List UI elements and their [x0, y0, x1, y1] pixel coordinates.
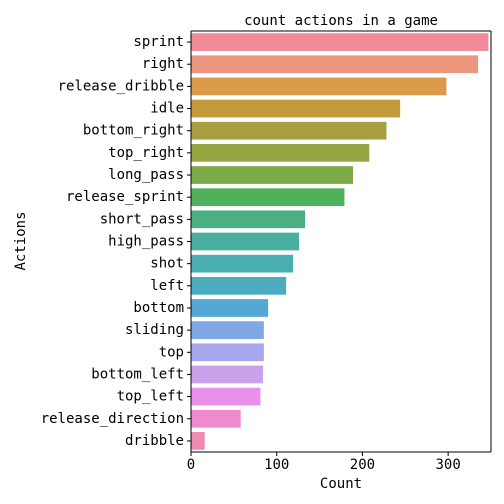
bar-shot — [191, 254, 293, 273]
bar-release-sprint — [191, 188, 345, 207]
bar-top — [191, 343, 264, 362]
chart-title: count actions in a game — [244, 13, 438, 29]
y-tick-label: top_left — [117, 389, 184, 405]
y-tick-label: sprint — [133, 34, 184, 50]
y-tick-label: left — [150, 278, 184, 294]
bar-top-right — [191, 144, 370, 162]
y-tick-label: dribble — [125, 433, 184, 449]
bar-release-direction — [191, 409, 241, 428]
bar-bottom — [191, 299, 269, 317]
bar-bottom-right — [191, 121, 387, 140]
bar-right — [191, 55, 479, 74]
x-tick-label: 200 — [350, 457, 375, 473]
y-tick-label: idle — [150, 101, 184, 117]
bar-sliding — [191, 321, 264, 339]
y-tick-label: shot — [150, 256, 184, 272]
y-tick-label: release_sprint — [66, 189, 184, 205]
x-axis: 0 100 200 300 — [187, 452, 461, 473]
x-tick-label: 0 — [187, 457, 195, 473]
y-tick-label: bottom_right — [83, 123, 184, 139]
y-axis-title: Actions — [13, 211, 29, 270]
y-tick-label: right — [142, 56, 184, 72]
y-tick-label: release_dribble — [58, 78, 184, 94]
bars-group — [191, 33, 489, 450]
bar-left — [191, 276, 287, 295]
bar-high-pass — [191, 232, 299, 251]
bar-top-left — [191, 387, 261, 406]
y-tick-label: high_pass — [108, 234, 184, 250]
x-tick-label: 300 — [435, 457, 460, 473]
y-tick-label: bottom — [133, 300, 184, 316]
bar-dribble — [191, 432, 205, 450]
bar-long-pass — [191, 166, 353, 184]
y-tick-label: top_right — [108, 145, 184, 161]
y-tick-label: long_pass — [108, 167, 184, 183]
bar-idle — [191, 99, 401, 118]
bar-sprint — [191, 33, 489, 51]
y-tick-label: bottom_left — [91, 366, 184, 382]
y-tick-label: short_pass — [100, 211, 184, 227]
bar-release-dribble — [191, 77, 447, 96]
y-tick-label: top — [159, 344, 184, 360]
y-tick-label: sliding — [125, 322, 184, 338]
y-tick-label: release_direction — [41, 411, 184, 427]
x-axis-title: Count — [320, 476, 362, 492]
x-tick-label: 100 — [264, 457, 289, 473]
bar-short-pass — [191, 210, 305, 229]
bar-bottom-left — [191, 365, 263, 384]
